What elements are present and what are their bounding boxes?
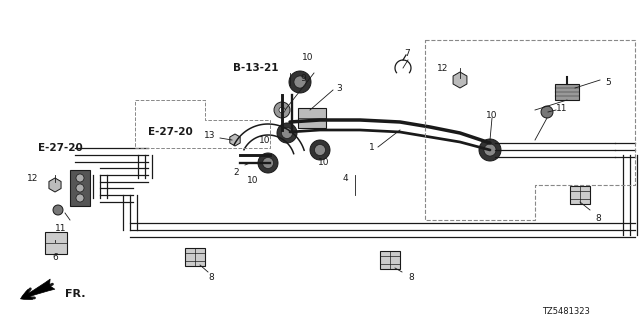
Circle shape — [262, 157, 273, 169]
Circle shape — [289, 71, 311, 93]
Text: 3: 3 — [336, 84, 342, 92]
Circle shape — [76, 184, 84, 192]
Text: 12: 12 — [436, 63, 448, 73]
Text: 10: 10 — [246, 175, 258, 185]
Circle shape — [258, 153, 278, 173]
Text: 5: 5 — [605, 77, 611, 86]
Text: 6: 6 — [52, 253, 58, 262]
Circle shape — [541, 106, 553, 118]
Circle shape — [282, 127, 292, 139]
Polygon shape — [49, 178, 61, 192]
Bar — [45, 232, 67, 254]
Text: 9: 9 — [300, 74, 306, 83]
Text: 10: 10 — [302, 52, 314, 61]
Text: 8: 8 — [208, 274, 214, 283]
Circle shape — [484, 144, 496, 156]
Bar — [298, 108, 326, 128]
Text: 2: 2 — [233, 167, 239, 177]
Text: FR.: FR. — [65, 289, 86, 299]
Text: 4: 4 — [342, 173, 348, 182]
Text: 11: 11 — [556, 103, 568, 113]
Text: 12: 12 — [27, 173, 38, 182]
Text: 8: 8 — [595, 213, 601, 222]
Text: 10: 10 — [318, 157, 330, 166]
Bar — [570, 186, 590, 204]
Circle shape — [479, 139, 501, 161]
Polygon shape — [230, 134, 240, 146]
Circle shape — [310, 140, 330, 160]
Text: E-27-20: E-27-20 — [38, 143, 83, 153]
Circle shape — [279, 107, 285, 113]
Bar — [70, 170, 90, 206]
Text: 10: 10 — [259, 135, 270, 145]
Text: 10: 10 — [486, 110, 498, 119]
Text: 11: 11 — [55, 223, 67, 233]
Text: 8: 8 — [408, 274, 413, 283]
Text: E-27-20: E-27-20 — [148, 127, 193, 137]
Circle shape — [314, 145, 326, 156]
Bar — [380, 251, 400, 269]
Circle shape — [76, 194, 84, 202]
Text: 13: 13 — [204, 131, 215, 140]
Bar — [185, 248, 205, 266]
Bar — [555, 84, 579, 100]
Text: B-13-21: B-13-21 — [233, 63, 278, 73]
Polygon shape — [453, 72, 467, 88]
Circle shape — [294, 76, 306, 88]
Circle shape — [53, 205, 63, 215]
Text: 1: 1 — [369, 142, 375, 151]
Circle shape — [274, 102, 290, 118]
Circle shape — [76, 174, 84, 182]
Text: TZ5481323: TZ5481323 — [542, 308, 590, 316]
Text: 7: 7 — [404, 49, 410, 58]
Circle shape — [277, 123, 297, 143]
